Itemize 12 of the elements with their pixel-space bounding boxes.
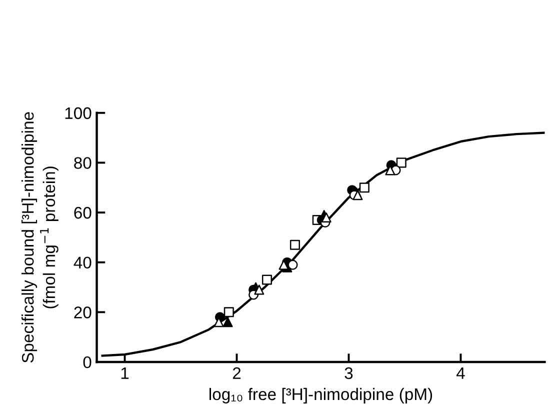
y-tick-label: 100 bbox=[65, 107, 92, 120]
x-tick-label: 4 bbox=[456, 367, 465, 379]
x-tick-label: 1 bbox=[121, 367, 129, 379]
y-tick-label: 60 bbox=[74, 206, 92, 219]
y-tick-label: 20 bbox=[74, 306, 92, 318]
y-axis-title: Specifically bound [³H]-nimodipine (fmol mg$^{−1}$ protein) bbox=[22, 112, 58, 363]
y-tick-label: 80 bbox=[74, 157, 92, 169]
y-tick-label: 40 bbox=[74, 256, 92, 269]
x-tick-label: 2 bbox=[232, 367, 241, 379]
x-tick-label: 3 bbox=[344, 367, 353, 380]
y-tick-label: 0 bbox=[83, 356, 92, 368]
x-axis-title: log₁₀ free [³H]-nimodipine (pM) bbox=[210, 388, 432, 404]
